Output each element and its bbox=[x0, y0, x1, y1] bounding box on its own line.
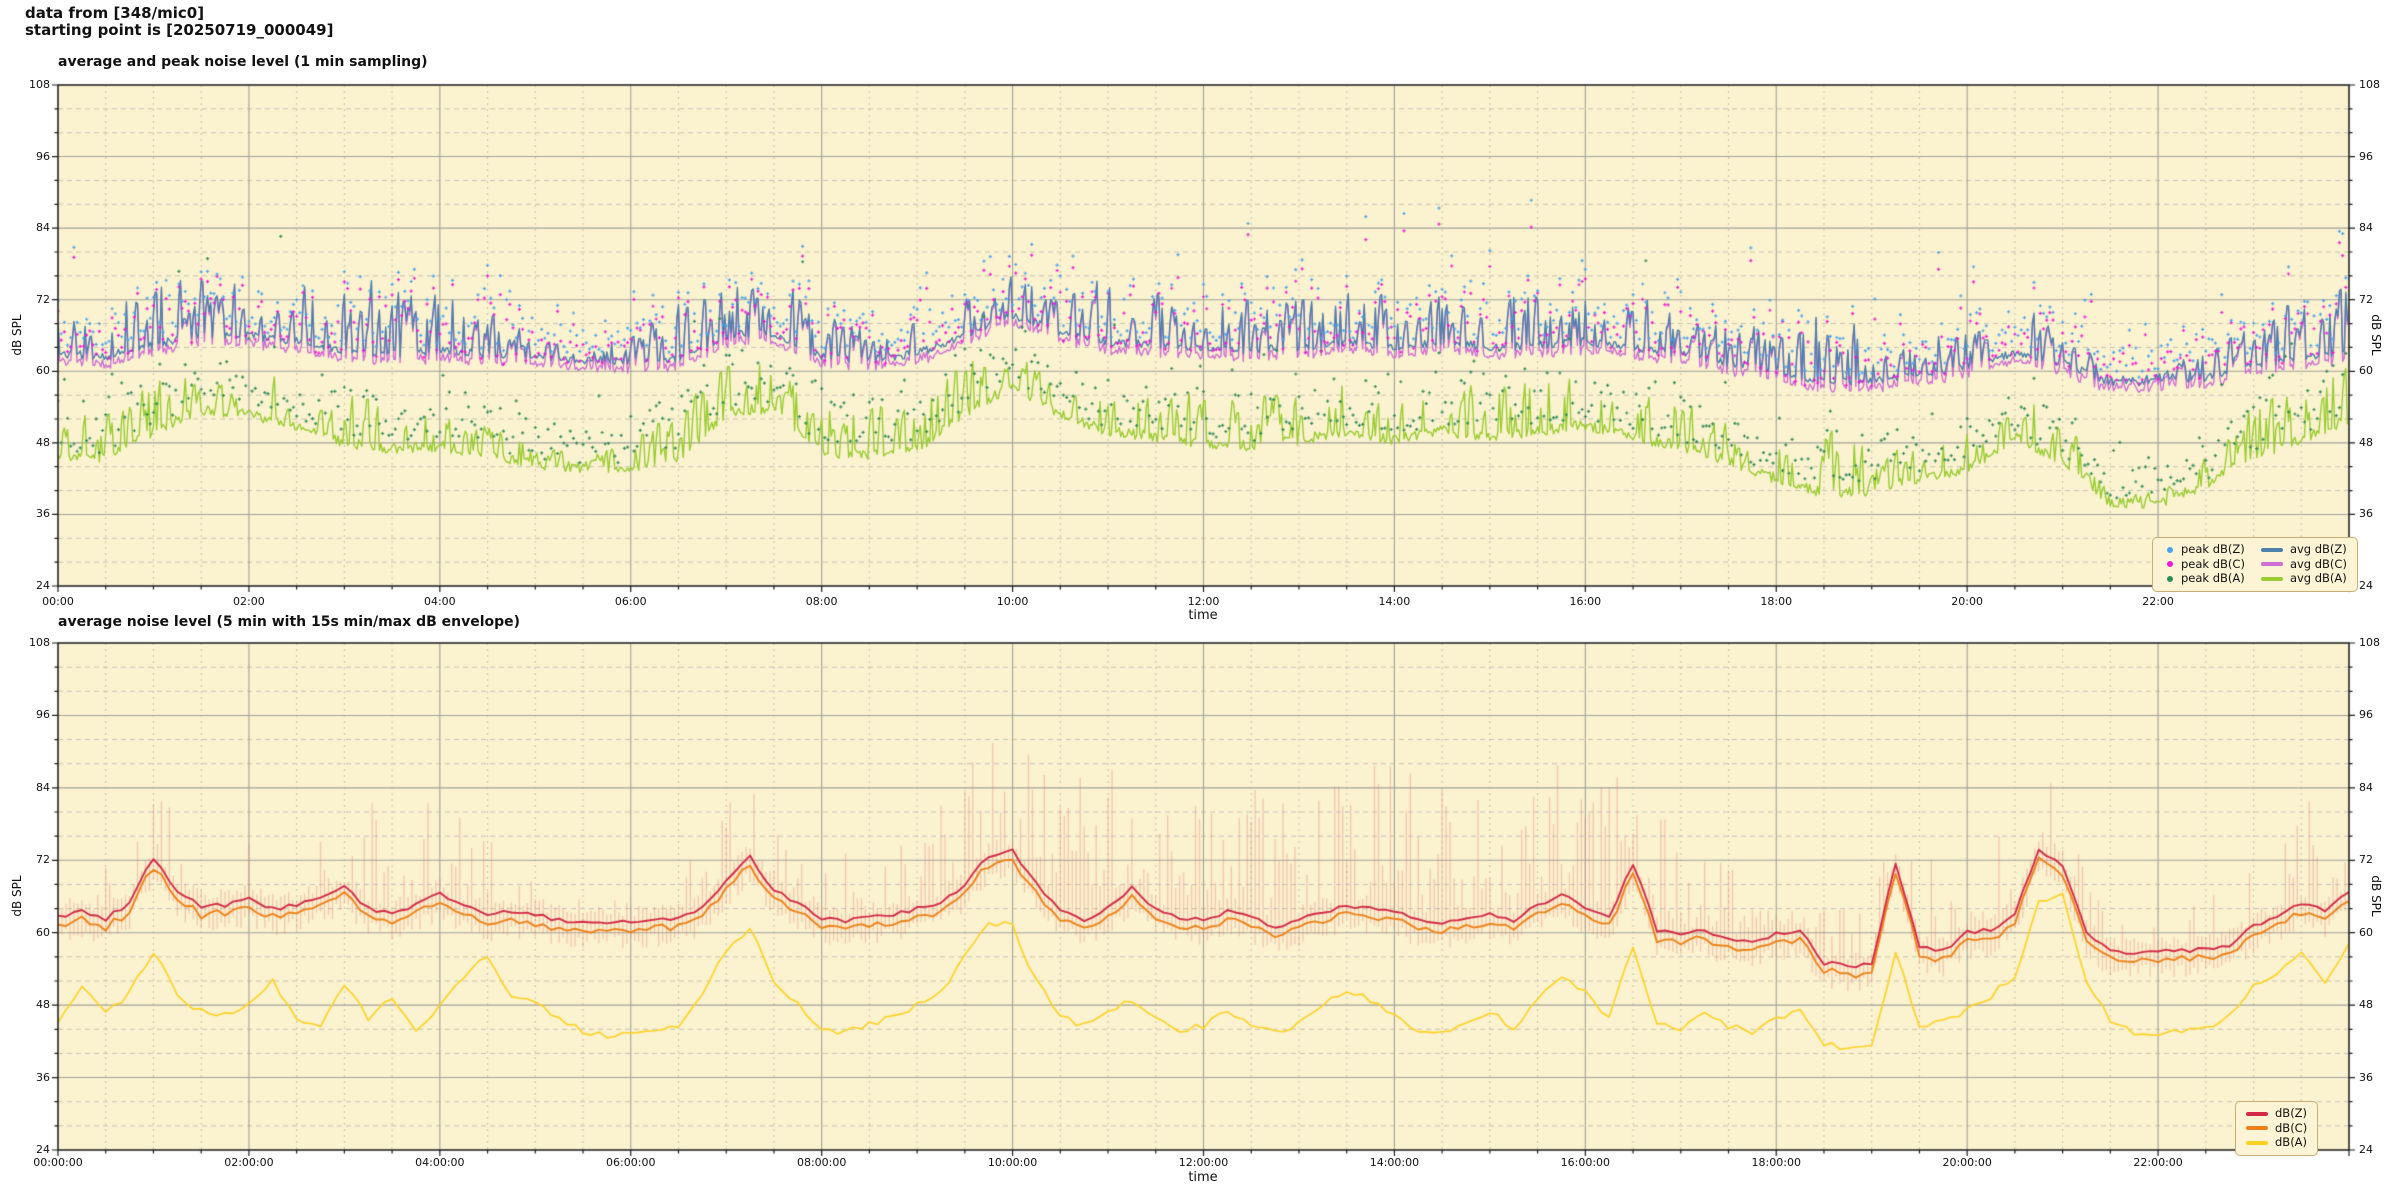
legend-line-marker bbox=[2246, 1140, 2268, 1145]
legend-label: dB(Z) bbox=[2275, 1106, 2308, 1120]
legend-label: peak dB(A) bbox=[2181, 571, 2245, 585]
legend-label: peak dB(Z) bbox=[2181, 542, 2245, 556]
y-tick-label: 96 bbox=[2359, 708, 2373, 722]
legend-item: avg dB(A) bbox=[2260, 571, 2347, 586]
y-tick-label: 36 bbox=[36, 1070, 50, 1084]
x-tick-label: 00:00 bbox=[42, 595, 74, 608]
x-tick-label: 08:00:00 bbox=[796, 1156, 847, 1169]
y-tick-label: 84 bbox=[36, 221, 50, 235]
x-tick-label: 16:00 bbox=[1569, 595, 1602, 608]
y-tick-label: 36 bbox=[36, 507, 50, 521]
y-tick-label: 84 bbox=[2359, 780, 2373, 794]
y-tick-label: 24 bbox=[36, 1143, 50, 1156]
x-tick-label: 20:00 bbox=[1951, 595, 1983, 608]
top-chart-title: average and peak noise level (1 min samp… bbox=[58, 54, 428, 70]
y-tick-label: 72 bbox=[36, 292, 50, 306]
legend-item: dB(C) bbox=[2246, 1120, 2308, 1136]
legend-item: peak dB(A) bbox=[2163, 571, 2245, 586]
y-tick-label: 72 bbox=[2359, 853, 2373, 867]
top-xlabel: time bbox=[1188, 608, 1218, 623]
legend-label: avg dB(C) bbox=[2289, 556, 2347, 571]
y-tick-label: 72 bbox=[36, 853, 50, 867]
x-tick-label: 18:00 bbox=[1760, 595, 1793, 608]
y-tick-label: 108 bbox=[2359, 78, 2380, 91]
x-tick-label: 18:00:00 bbox=[1751, 1156, 1801, 1169]
x-tick-label: 10:00:00 bbox=[987, 1156, 1038, 1169]
x-tick-label: 22:00 bbox=[2142, 595, 2174, 608]
y-tick-label: 108 bbox=[2359, 636, 2380, 649]
x-tick-label: 02:00 bbox=[233, 595, 265, 608]
y-tick-label: 96 bbox=[2359, 149, 2373, 163]
legend-dot-marker bbox=[2167, 561, 2173, 568]
legend-item: dB(Z) bbox=[2246, 1106, 2308, 1121]
top-chart-plot bbox=[48, 75, 2359, 596]
legend-line-marker bbox=[2260, 576, 2283, 581]
legend-label: avg dB(A) bbox=[2289, 571, 2347, 585]
y-tick-label: 96 bbox=[36, 708, 50, 722]
x-tick-label: 08:00 bbox=[805, 595, 838, 608]
y-tick-label: 60 bbox=[36, 925, 50, 939]
x-tick-label: 06:00:00 bbox=[606, 1156, 656, 1169]
legend-label: dB(A) bbox=[2275, 1135, 2308, 1149]
y-tick-label: 48 bbox=[36, 998, 50, 1012]
y-tick-label: 84 bbox=[36, 780, 50, 794]
x-tick-label: 06:00 bbox=[614, 595, 647, 608]
x-tick-label: 22:00:00 bbox=[2133, 1156, 2183, 1169]
y-tick-label: 108 bbox=[29, 636, 50, 649]
y-tick-label: 48 bbox=[2359, 435, 2373, 449]
bottom-chart-legend: dB(Z) dB(C) dB(A) bbox=[2235, 1101, 2319, 1156]
y-tick-label: 84 bbox=[2359, 221, 2373, 235]
y-tick-label: 96 bbox=[36, 149, 50, 163]
y-tick-label: 108 bbox=[29, 78, 50, 91]
y-tick-label: 72 bbox=[2359, 292, 2373, 306]
x-tick-label: 12:00 bbox=[1187, 595, 1220, 608]
x-tick-label: 20:00:00 bbox=[1942, 1156, 1992, 1169]
legend-line-marker bbox=[2260, 562, 2283, 567]
legend-label: peak dB(C) bbox=[2181, 556, 2245, 571]
legend-item: avg dB(Z) bbox=[2260, 542, 2347, 557]
y-tick-label: 60 bbox=[36, 364, 50, 378]
bottom-chart-title: average noise level (5 min with 15s min/… bbox=[58, 614, 521, 630]
bottom-ylabel-left: dB SPL bbox=[10, 875, 24, 917]
y-tick-label: 36 bbox=[2359, 507, 2373, 521]
y-tick-label: 48 bbox=[2359, 998, 2373, 1012]
y-tick-label: 24 bbox=[2359, 579, 2373, 592]
legend-label: avg dB(Z) bbox=[2289, 542, 2347, 556]
legend-item: avg dB(C) bbox=[2260, 556, 2347, 572]
bottom-chart-plot bbox=[48, 633, 2359, 1160]
top-ylabel-left: dB SPL bbox=[10, 314, 24, 356]
y-tick-label: 60 bbox=[2359, 364, 2373, 378]
y-tick-label: 60 bbox=[2359, 925, 2373, 939]
legend-item: dB(A) bbox=[2246, 1135, 2308, 1150]
x-tick-label: 12:00:00 bbox=[1178, 1156, 1229, 1169]
y-tick-label: 36 bbox=[2359, 1070, 2373, 1084]
header-line-start: starting point is [20250719_000049] bbox=[25, 21, 334, 39]
top-chart-legend: peak dB(Z) avg dB(Z) peak dB(C) avg dB(C) pe… bbox=[2152, 537, 2358, 592]
bottom-ylabel-right: dB SPL bbox=[2369, 875, 2383, 917]
legend-item: peak dB(Z) bbox=[2163, 542, 2245, 557]
x-tick-label: 14:00:00 bbox=[1369, 1156, 1420, 1169]
x-tick-label: 14:00 bbox=[1378, 595, 1411, 608]
x-tick-label: 16:00:00 bbox=[1560, 1156, 1611, 1169]
x-tick-label: 04:00 bbox=[423, 595, 456, 608]
y-tick-label: 24 bbox=[36, 579, 50, 592]
x-tick-label: 04:00:00 bbox=[415, 1156, 465, 1169]
x-tick-label: 10:00 bbox=[996, 595, 1029, 608]
legend-line-marker bbox=[2246, 1126, 2268, 1131]
legend-label: dB(C) bbox=[2275, 1120, 2308, 1135]
y-tick-label: 24 bbox=[2359, 1143, 2373, 1156]
x-tick-label: 00:00:00 bbox=[33, 1156, 83, 1169]
bottom-xlabel: time bbox=[1188, 1170, 1218, 1185]
legend-item: peak dB(C) bbox=[2163, 556, 2245, 572]
header-line-source: data from [348/mic0] bbox=[25, 4, 205, 22]
x-tick-label: 02:00:00 bbox=[224, 1156, 274, 1169]
top-ylabel-right: dB SPL bbox=[2369, 314, 2383, 356]
legend-line-marker bbox=[2260, 547, 2283, 552]
legend-line-marker bbox=[2246, 1111, 2268, 1116]
legend-dot-marker bbox=[2167, 546, 2173, 553]
y-tick-label: 48 bbox=[36, 435, 50, 449]
legend-dot-marker bbox=[2167, 575, 2173, 582]
